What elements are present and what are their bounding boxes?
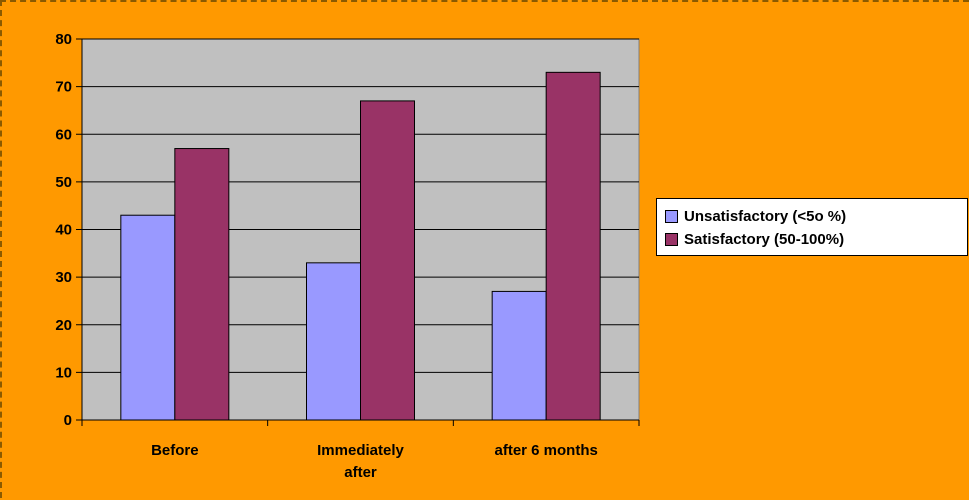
y-tick-label: 50 xyxy=(55,174,72,191)
y-tick-label: 40 xyxy=(55,222,72,239)
legend-item-unsatisfactory: Unsatisfactory (<5o %) xyxy=(665,205,959,228)
x-category-label: Immediately after xyxy=(317,442,404,481)
bar-unsatisfactory-1 xyxy=(120,214,176,421)
legend-swatch-unsatisfactory xyxy=(665,210,678,223)
bar-unsatisfactory-2 xyxy=(306,262,361,421)
bar-satisfactory-3 xyxy=(545,71,601,421)
legend-item-satisfactory: Satisfactory (50-100%) xyxy=(665,228,959,251)
legend: Unsatisfactory (<5o %) Satisfactory (50-… xyxy=(656,198,968,256)
y-axis: 0 10 20 30 40 50 60 70 80 xyxy=(55,31,83,429)
legend-label-unsatisfactory: Unsatisfactory (<5o %) xyxy=(684,208,847,225)
y-tick-label: 60 xyxy=(55,126,72,143)
x-category-label: Before xyxy=(151,442,199,459)
y-tick-label: 20 xyxy=(55,317,72,334)
bar-unsatisfactory-3 xyxy=(491,290,547,421)
y-tick-label: 30 xyxy=(55,269,72,286)
y-tick-label: 0 xyxy=(64,412,72,429)
x-category-label: after 6 months xyxy=(494,442,597,459)
bars xyxy=(120,71,601,421)
bar-satisfactory-1 xyxy=(174,148,230,421)
y-tick-label: 10 xyxy=(55,364,72,381)
x-axis: Before Immediately after after 6 months xyxy=(81,419,640,481)
legend-label-satisfactory: Satisfactory (50-100%) xyxy=(684,231,845,248)
y-tick-label: 80 xyxy=(55,31,72,48)
legend-swatch-satisfactory xyxy=(665,233,678,246)
bar-satisfactory-2 xyxy=(360,100,415,421)
y-tick-label: 70 xyxy=(55,79,72,96)
